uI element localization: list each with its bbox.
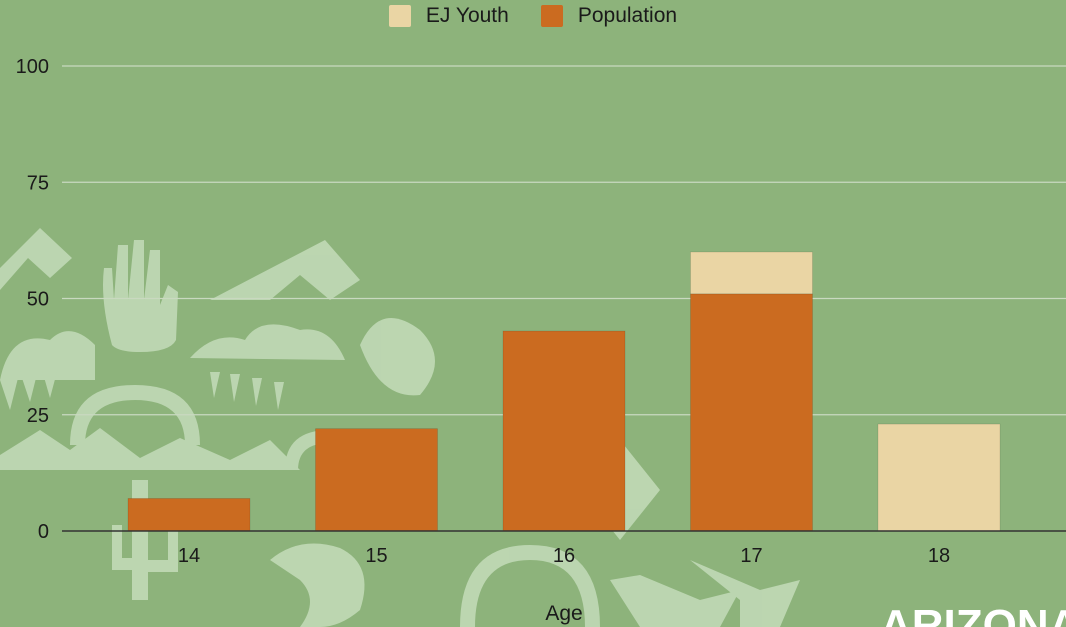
- zigzag-icon: [690, 560, 800, 627]
- x-tick-label: 14: [178, 545, 200, 567]
- hand-icon: [103, 240, 178, 352]
- bar-ej-youth-17[interactable]: [690, 251, 813, 295]
- bar-ej-youth-18[interactable]: [877, 423, 1001, 532]
- y-tick-label: 50: [27, 289, 49, 311]
- y-tick-label: 0: [38, 521, 49, 543]
- x-tick-label: 17: [740, 545, 762, 567]
- y-tick-label: 100: [16, 56, 49, 78]
- cactus-icon: [112, 480, 178, 600]
- legend-label-population: Population: [577, 4, 678, 27]
- x-tick-label: 18: [928, 545, 950, 567]
- decorative-background-art: [0, 228, 800, 627]
- bar-population-14[interactable]: [127, 498, 251, 532]
- axes: 0 25 50 75 100 14 15 16 17 18: [16, 56, 1066, 567]
- rainbow-icon: [460, 545, 600, 627]
- x-tick-label: 16: [553, 545, 575, 567]
- y-tick-label: 25: [27, 405, 49, 427]
- cloud-icon: [0, 331, 95, 380]
- cloud-icon: [190, 324, 345, 360]
- rays-icon: [0, 368, 284, 410]
- bar-population-17[interactable]: [690, 293, 813, 532]
- zigzag-icon: [210, 240, 360, 300]
- legend: EJ Youth Population: [0, 4, 1066, 28]
- bars: [127, 251, 1001, 532]
- legend-item-ej-youth[interactable]: EJ Youth: [388, 4, 509, 28]
- ej-youth-swatch: [388, 5, 411, 27]
- zigzag-icon: [0, 228, 72, 290]
- legend-item-population[interactable]: Population: [540, 4, 678, 28]
- fish-icon: [270, 543, 365, 627]
- population-swatch: [540, 5, 563, 27]
- leaf-icon: [360, 318, 435, 396]
- x-tick-label: 15: [365, 545, 387, 567]
- bird-icon: [610, 575, 740, 627]
- rainbow-icon: [70, 385, 200, 445]
- x-axis-title: Age: [545, 602, 583, 625]
- bar-population-16[interactable]: [502, 330, 626, 532]
- legend-label-ej-youth: EJ Youth: [425, 4, 509, 27]
- bar-population-15[interactable]: [315, 428, 438, 532]
- y-tick-label: 75: [27, 172, 49, 194]
- watermark-text: ARIZONA: [880, 601, 1066, 627]
- mountains-icon: [0, 428, 300, 470]
